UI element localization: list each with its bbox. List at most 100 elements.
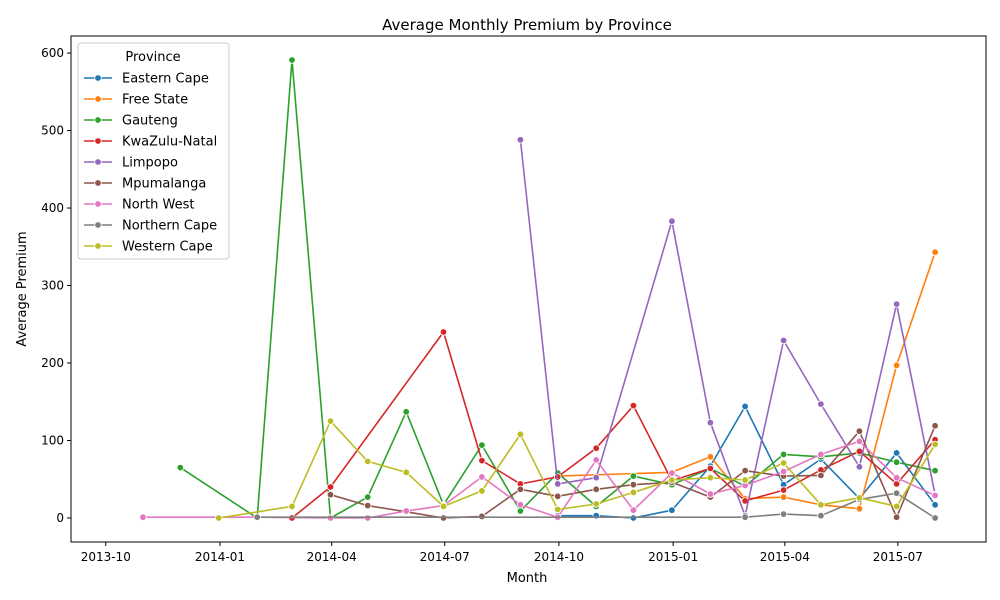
legend-label: Western Cape [122,240,213,255]
plot-frame [70,35,987,543]
data-point-limpopo [855,463,864,471]
legend-marker [94,95,102,103]
data-point-gauteng [364,493,372,501]
data-point-gauteng [176,463,184,472]
data-point-limpopo [779,336,788,345]
y-tick-label: 500 [41,124,64,138]
y-tick-label: 600 [41,46,64,60]
x-tick-label: 2014-07 [420,550,470,564]
data-point-mpumalanga [931,422,939,430]
data-point-north-west [931,491,939,500]
legend-item-northern-cape: Northern Cape [84,219,217,234]
y-tick-label: 300 [41,279,64,293]
data-point-free-state [706,453,715,461]
data-point-limpopo [668,217,676,225]
legend-marker [94,158,102,166]
data-point-northern-cape [741,513,749,521]
legend-item-eastern-cape: Eastern Cape [84,72,209,87]
data-point-north-west [779,467,788,476]
x-tick-label: 2015-01 [648,550,698,564]
data-point-north-west [817,450,825,459]
data-point-northern-cape [779,510,788,518]
data-point-kwazulu-natal [706,464,715,473]
data-point-western-cape [817,501,825,509]
data-point-western-cape [402,468,410,476]
y-tick-label: 400 [41,201,64,215]
data-point-north-west [516,501,525,509]
x-tick-label: 2015-04 [760,550,810,564]
data-point-limpopo [592,474,600,482]
data-point-kwazulu-natal [892,480,901,488]
data-point-gauteng [931,467,939,475]
data-point-mpumalanga [817,471,825,480]
legend-label: Eastern Cape [122,72,209,87]
x-tick-label: 2013-10 [81,550,131,564]
data-point-kwazulu-natal [629,401,638,410]
series-western-cape [214,417,939,522]
y-tick-label: 100 [41,433,64,447]
data-point-limpopo [516,136,525,144]
series-northern-cape [253,489,939,522]
x-axis: 2013-10 2014-01 2014-04 2014-07 2014-10 2015-… [81,542,923,564]
data-point-limpopo [554,480,562,488]
x-axis-label: Month [507,571,548,586]
data-point-north-west [892,474,901,482]
legend-item-western-cape: Western Cape [84,240,213,255]
data-point-eastern-cape [741,402,749,411]
legend-label: KwaZulu-Natal [122,135,217,150]
legend-item-free-state: Free State [84,93,188,108]
data-point-kwazulu-natal [326,483,335,491]
data-point-western-cape [931,440,939,449]
data-point-gauteng [779,450,788,459]
y-tick-label: 200 [41,356,64,370]
data-point-north-west [592,456,600,464]
data-point-free-state [779,493,788,501]
data-point-western-cape [855,494,864,502]
data-point-free-state [855,505,864,513]
data-point-western-cape [779,459,788,467]
x-tick-label: 2014-04 [307,550,357,564]
legend-marker [94,179,102,187]
data-point-north-west [629,506,638,514]
data-point-mpumalanga [364,501,372,510]
data-point-western-cape [892,502,901,511]
legend-item-mpumalanga: Mpumalanga [84,177,206,192]
data-point-mpumalanga [516,485,525,493]
data-point-eastern-cape [668,506,676,514]
data-point-north-west [706,490,715,498]
x-tick-label: 2014-01 [195,550,245,564]
data-point-western-cape [439,502,448,511]
data-point-kwazulu-natal [478,456,486,465]
legend-items: Eastern Cape Free State Gauteng KwaZulu-Nat… [84,72,217,255]
data-point-gauteng [892,458,901,466]
legend-marker [94,74,102,82]
data-point-kwazulu-natal [439,328,448,336]
data-point-western-cape [554,505,562,514]
series-mpumalanga [326,422,939,522]
data-point-western-cape [326,417,335,425]
legend-label: Mpumalanga [122,177,206,192]
data-point-western-cape [592,500,600,508]
data-point-western-cape [629,488,638,497]
legend-frame [77,42,230,260]
data-point-gauteng [288,56,296,64]
data-point-western-cape [668,476,676,484]
legend-marker [94,221,102,229]
data-point-gauteng [478,441,486,449]
data-point-eastern-cape [592,512,600,520]
legend-label: Northern Cape [122,219,217,234]
series-layer [139,56,939,522]
legend-item-north-west: North West [84,198,194,213]
x-tick-label: 2015-07 [873,550,923,564]
data-point-north-west [139,513,147,521]
legend-label: Limpopo [122,156,178,171]
legend-label: Free State [122,93,188,108]
data-point-kwazulu-natal [779,486,788,494]
data-point-mpumalanga [629,481,638,489]
series-line-kwazulu-natal [291,331,936,519]
data-point-kwazulu-natal [592,444,600,452]
data-point-mpumalanga [741,467,749,475]
data-point-free-state [892,361,901,369]
data-point-limpopo [817,400,825,408]
